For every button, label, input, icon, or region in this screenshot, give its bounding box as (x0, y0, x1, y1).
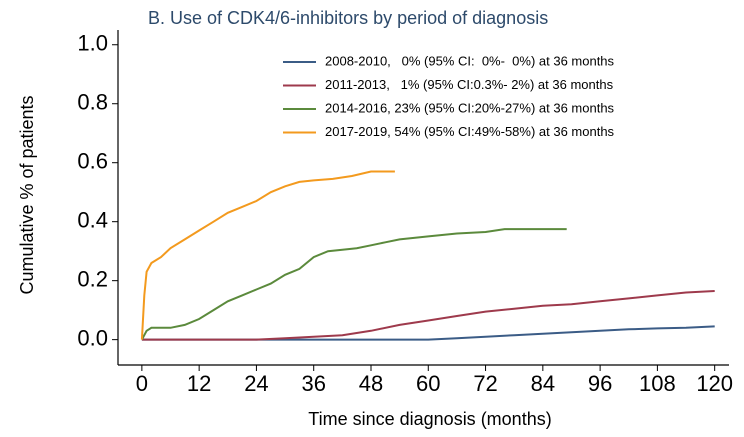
y-tick-label: 1.0 (77, 31, 108, 56)
x-tick-label: 36 (301, 371, 325, 396)
y-tick-label: 0.8 (77, 90, 108, 115)
legend-label: 2014-2016, 23% (95% CI:20%-27%) at 36 mo… (325, 100, 615, 115)
legend-label: 2017-2019, 54% (95% CI:49%-58%) at 36 mo… (325, 124, 615, 139)
x-tick-label: 108 (639, 371, 676, 396)
x-tick-label: 60 (416, 371, 440, 396)
chart-title: B. Use of CDK4/6-inhibitors by period of… (148, 8, 548, 28)
x-tick-label: 84 (531, 371, 555, 396)
y-axis-label: Cumulative % of patients (17, 95, 37, 294)
y-tick-label: 0.0 (77, 325, 108, 350)
y-tick-label: 0.4 (77, 207, 108, 232)
x-tick-label: 48 (359, 371, 383, 396)
series-line (141, 228, 567, 341)
x-tick-label: 24 (244, 371, 268, 396)
x-tick-label: 96 (588, 371, 612, 396)
legend-label: 2008-2010, 0% (95% CI: 0%- 0%) at 36 mon… (325, 53, 615, 68)
series-line (141, 290, 715, 341)
x-tick-label: 0 (136, 371, 148, 396)
x-tick-label: 72 (473, 371, 497, 396)
x-axis-label: Time since diagnosis (months) (308, 409, 551, 429)
y-tick-label: 0.2 (77, 266, 108, 291)
legend-label: 2011-2013, 1% (95% CI:0.3%- 2%) at 36 mo… (325, 77, 614, 92)
series-line (141, 325, 715, 341)
y-tick-label: 0.6 (77, 149, 108, 174)
series-line (140, 170, 395, 340)
x-tick-label: 12 (187, 371, 211, 396)
x-tick-label: 120 (696, 371, 733, 396)
